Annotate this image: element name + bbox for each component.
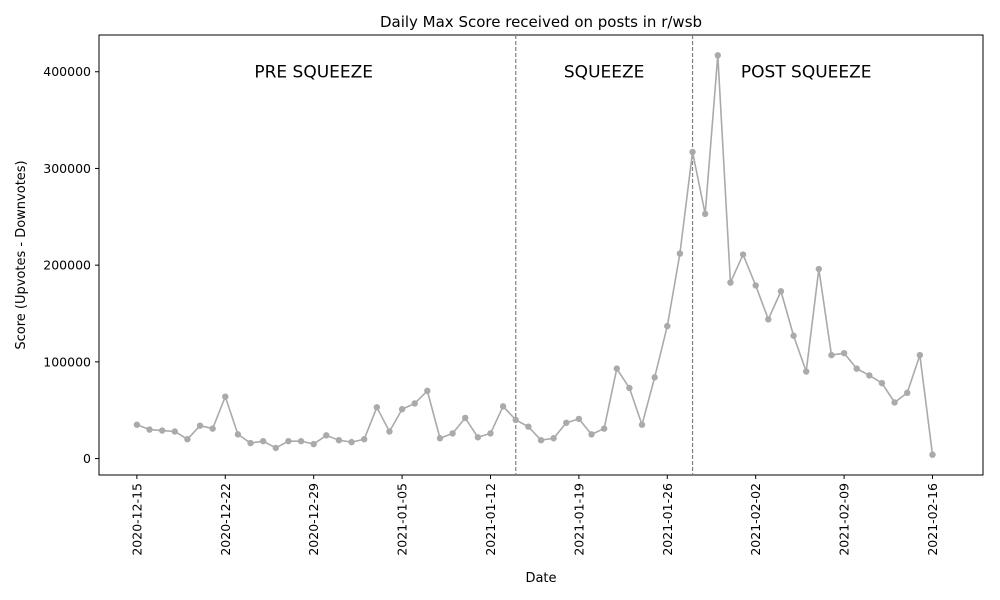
data-point [638, 421, 646, 428]
data-point [487, 430, 494, 437]
data-point [537, 436, 545, 444]
data-point [891, 399, 898, 406]
x-tick-label: 2020-12-29 [306, 483, 321, 556]
x-tick-label: 2021-01-05 [395, 483, 410, 556]
data-point [803, 368, 810, 375]
data-point [184, 436, 191, 443]
phase-label: SQUEEZE [564, 63, 644, 83]
series-line [136, 54, 934, 455]
data-point [916, 351, 924, 359]
data-point [361, 436, 368, 443]
y-axis-title: Score (Upvotes - Downvotes) [14, 160, 29, 349]
data-point [335, 436, 343, 444]
data-point [474, 434, 482, 441]
data-point [222, 393, 229, 400]
data-point [525, 423, 532, 430]
data-point [714, 52, 721, 59]
data-point [398, 406, 406, 413]
data-point [701, 210, 709, 218]
data-point [765, 316, 772, 323]
data-point [411, 400, 418, 407]
data-point [348, 438, 355, 446]
y-tick-label: 0 [83, 451, 91, 466]
plot-area-frame [98, 34, 984, 476]
data-point [133, 421, 141, 428]
data-point [664, 322, 671, 330]
data-point [386, 428, 393, 435]
data-point [323, 432, 330, 439]
data-point [449, 430, 456, 437]
data-point [840, 349, 848, 357]
data-point [247, 439, 254, 447]
data-point [171, 428, 178, 435]
data-point [272, 444, 279, 452]
data-point [499, 403, 507, 410]
data-point [777, 288, 785, 295]
data-point [626, 384, 633, 392]
data-point [929, 451, 936, 458]
data-point [550, 435, 557, 442]
data-point [828, 351, 835, 359]
data-point [815, 265, 823, 273]
data-point [739, 251, 747, 258]
data-point [234, 431, 242, 438]
data-point [866, 372, 873, 379]
chart-title: Daily Max Score received on posts in r/w… [380, 13, 702, 31]
data-point [436, 435, 444, 442]
series-max-score [133, 52, 936, 458]
data-point [588, 431, 595, 438]
data-point [310, 440, 317, 448]
data-point [790, 332, 797, 339]
data-point [575, 415, 583, 423]
x-axis: 2020-12-15 2020-12-22 2020-12-29 2021-01-05… [129, 475, 940, 556]
data-point [563, 419, 570, 426]
phase-dividers [515, 35, 694, 475]
phase-label: POST SQUEEZE [741, 63, 872, 83]
x-axis-title: Date [525, 571, 556, 586]
data-point [853, 365, 860, 372]
data-point [689, 148, 696, 156]
data-point [158, 427, 166, 434]
data-point [651, 374, 658, 381]
phase-labels: PRE SQUEEZE SQUEEZE POST SQUEEZE [254, 63, 871, 83]
y-tick-label: 400000 [43, 64, 91, 79]
y-tick-label: 300000 [43, 161, 91, 176]
data-point [727, 279, 734, 286]
data-point [146, 426, 153, 433]
x-tick-label: 2021-02-16 [925, 483, 940, 556]
data-point [297, 437, 305, 445]
data-point [600, 425, 608, 432]
phase-label: PRE SQUEEZE [254, 63, 373, 83]
x-tick-label: 2021-02-02 [748, 483, 763, 556]
x-tick-label: 2021-01-19 [571, 483, 586, 556]
data-point [904, 389, 911, 396]
data-point [613, 365, 620, 372]
data-point [512, 416, 519, 424]
x-tick-label: 2021-01-26 [660, 483, 675, 556]
data-point [462, 414, 469, 422]
data-point [676, 250, 684, 257]
data-point [373, 404, 381, 411]
data-point [209, 425, 216, 432]
x-tick-label: 2021-02-09 [837, 483, 852, 556]
data-point [424, 387, 431, 395]
x-tick-label: 2020-12-22 [218, 483, 233, 556]
data-point [259, 437, 267, 445]
data-point [285, 437, 292, 445]
y-tick-label: 100000 [43, 354, 91, 369]
x-tick-label: 2020-12-15 [129, 483, 144, 556]
y-axis: 0 100000 200000 300000 400000 [43, 64, 99, 466]
data-point [878, 379, 886, 387]
y-tick-label: 200000 [43, 258, 91, 273]
x-tick-label: 2021-01-12 [483, 483, 498, 556]
data-point [752, 282, 759, 289]
data-point [196, 422, 204, 429]
